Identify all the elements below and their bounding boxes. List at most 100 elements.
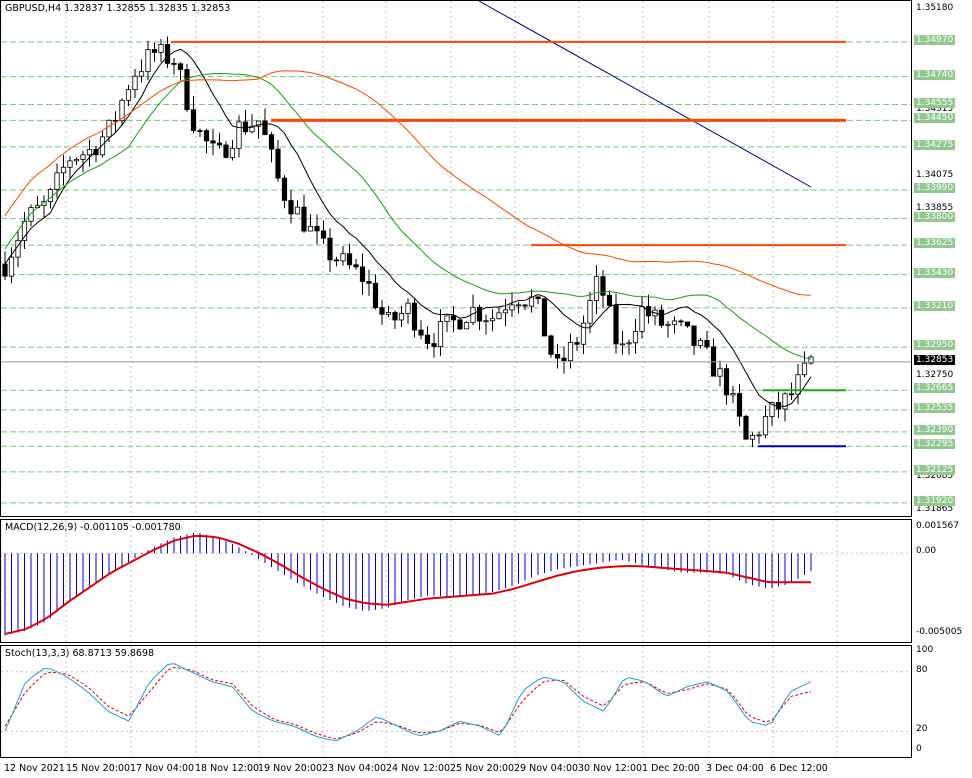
time-tick-label: 19 Nov 20:00 [258,763,323,774]
stoch-title: Stoch(13,3,3) 68.8713 59.8698 [5,648,155,659]
bear-candle [327,237,333,261]
stoch-signal-line [4,666,812,740]
bull-candle [593,276,600,301]
time-tick-label: 30 Nov 12:00 [578,763,643,774]
bear-candle [197,130,203,132]
bull-candle [385,312,392,315]
bull-candle [808,356,814,364]
bull-candle [437,321,444,347]
bear-candle [691,325,697,346]
price-axis: 1.35180 1.34515 1.34075 1.33855 1.32750 1.320… [912,0,972,517]
bear-candle [704,339,710,348]
level-price-label: 1.34275 [914,139,956,150]
level-price-label: 1.34740 [914,69,956,80]
bear-candle [678,320,684,323]
time-tick-label: 17 Nov 04:00 [130,763,195,774]
bull-candle [762,416,769,436]
bull-candle [632,330,639,344]
bull-candle [801,362,808,376]
macd-tick-label: 0.001567 [916,521,959,531]
bear-candle [554,353,561,359]
bear-candle [164,44,171,64]
bear-candle [457,319,463,330]
bull-candle [229,147,236,158]
bear-candle [424,334,431,344]
bear-candle [275,148,281,179]
bear-candle [372,282,379,309]
macd-signal-line [4,534,811,635]
time-tick-label: 25 Nov 20:00 [450,763,515,774]
current-price-label: 1.32853 [914,354,956,365]
time-tick-label: 12 Nov 2021 [4,763,65,774]
bear-candle [788,393,795,396]
bull-candle [28,207,34,222]
stoch-pane[interactable]: Stoch(13,3,3) 68.8713 59.8698 [0,645,912,758]
bull-candle [60,166,67,174]
stoch-chart [1,646,911,757]
time-tick-label: 18 Nov 12:00 [195,763,260,774]
bull-candle [158,44,164,53]
bull-candle [307,225,314,232]
bull-candle [749,434,756,440]
sma-orange-line [4,70,812,296]
bull-candle [730,393,736,396]
sma-navy-line [478,1,812,188]
stoch-tick-label: 100 [916,645,934,655]
bear-candle [190,109,197,131]
bear-candle [411,302,418,331]
price-tick-label: 1.34515 [916,103,954,114]
bear-candle [684,321,691,327]
level-price-label: 1.32950 [914,340,956,351]
bull-candle [86,148,93,156]
macd-tick-label: 0.00 [916,546,937,557]
bull-candle [67,160,73,168]
bull-candle [671,320,678,325]
bull-candle [138,71,145,77]
bear-candle [723,368,730,396]
time-tick-label: 6 Dec 12:00 [770,763,828,774]
bull-candle [580,322,587,345]
bull-candle [463,322,470,330]
bull-candle [54,172,60,190]
bear-candle [743,415,749,440]
macd-tick-label: -0.005005 [916,627,963,637]
bear-candle [535,296,541,300]
bull-candle [587,300,593,324]
bear-candle [242,121,249,133]
bull-candle [405,302,411,314]
price-tick-label: 1.32085 [916,470,954,481]
bear-candle [203,130,210,142]
sma-green-line [4,72,812,360]
bear-candle [320,230,327,239]
bear-candle [418,329,424,336]
bear-candle [658,309,665,326]
bull-candle [73,159,80,162]
bear-candle [522,304,528,307]
price-chart [1,1,911,516]
bear-candle [613,305,619,345]
level-price-label: 1.33990 [914,182,956,193]
bull-candle [99,136,106,156]
bear-candle [574,342,580,345]
bear-candle [268,134,275,150]
bull-candle [249,125,255,133]
bull-candle [717,368,723,377]
bull-candle [119,99,125,122]
level-price-label: 1.34555 [914,97,956,108]
bull-candle [489,318,496,322]
stoch-axis: 100 80 20 0 [912,645,972,758]
price-chart-pane[interactable]: GBPUSD,H4 1.32837 1.32855 1.32835 1.3285… [0,0,912,517]
macd-pane[interactable]: MACD(12,26,9) -0.001105 -0.001780 [0,519,912,643]
bull-candle [639,306,645,332]
bear-candle [515,304,522,307]
bull-candle [444,315,450,322]
time-axis: 12 Nov 2021 15 Nov 20:00 17 Nov 04:00 18 No… [0,759,912,778]
bull-candle [619,343,626,346]
bear-candle [346,253,353,266]
stoch-tick-label: 20 [916,724,928,735]
bear-candle [314,225,320,232]
bull-candle [106,119,112,138]
bull-candle [795,374,801,395]
bear-candle [281,177,288,201]
bull-candle [665,323,671,326]
